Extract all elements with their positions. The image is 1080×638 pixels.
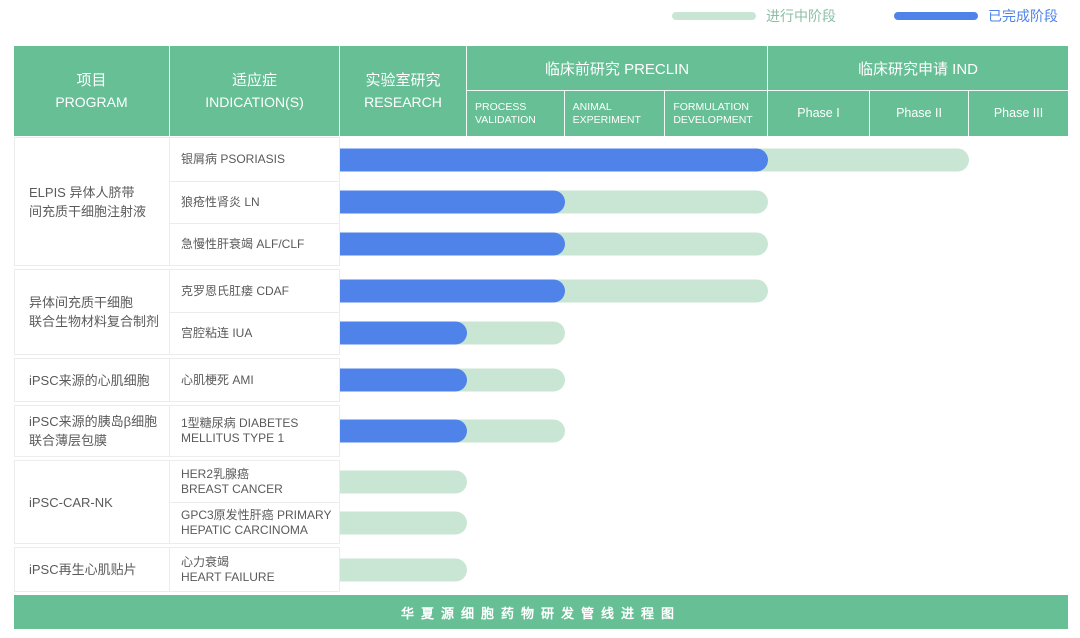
header-animal-experiment: ANIMAL EXPERIMENT — [565, 91, 666, 136]
bar-row — [340, 138, 1068, 181]
table-body: ELPIS 异体人脐带 间充质干细胞注射液 银屑病 PSORIASIS 狼疮性肾炎 … — [14, 137, 1068, 592]
group-left-box: iPSC再生心肌贴片 心力衰竭 HEART FAILURE — [14, 547, 340, 592]
indication-column: 心力衰竭 HEART FAILURE — [170, 548, 339, 591]
indication-column: 心肌梗死 AMI — [170, 359, 339, 401]
header-program-en: PROGRAM — [55, 94, 128, 110]
indication-cell: 宫腔粘连 IUA — [170, 312, 339, 354]
program-name: iPSC再生心肌贴片 — [29, 562, 137, 577]
bar-row — [340, 502, 1068, 543]
table-header: 项目 PROGRAM 适应症 INDICATION(S) 实验室研究 RESEA… — [14, 46, 1068, 136]
program-cell: iPSC再生心肌贴片 — [15, 548, 170, 591]
header-ind-subrow: Phase I Phase II Phase III — [768, 91, 1068, 136]
progress-bar-in-progress — [340, 511, 467, 534]
legend: 进行中阶段 已完成阶段 — [672, 6, 1058, 26]
indication-cell: GPC3原发性肝癌 PRIMARY HEPATIC CARCINOMA — [170, 502, 339, 543]
header-indication-cn: 适应症 — [231, 72, 277, 89]
bar-row — [340, 181, 1068, 223]
indication-cell: 银屑病 PSORIASIS — [181, 152, 286, 166]
progress-bar-completed — [340, 419, 467, 443]
group-left-box: 异体间充质干细胞 联合生物材料复合制剂 克罗恩氏肛瘘 CDAF 宫腔粘连 IUA — [14, 269, 340, 355]
header-research-en: RESEARCH — [364, 94, 442, 110]
chart-title-footer: 华夏源细胞药物研发管线进程图 — [14, 595, 1068, 629]
progress-bar-completed — [340, 148, 768, 171]
progress-bar-completed — [340, 321, 467, 345]
program-cell: iPSC来源的心肌细胞 — [15, 359, 170, 401]
bar-row — [340, 359, 1068, 401]
header-research: 实验室研究 RESEARCH — [340, 46, 467, 136]
pipeline-group: iPSC来源的心肌细胞 心肌梗死 AMI — [14, 358, 1068, 402]
bar-row — [340, 406, 1068, 456]
legend-label-completed: 已完成阶段 — [988, 8, 1058, 24]
in-progress-swatch-icon — [672, 12, 756, 20]
program-cell: iPSC-CAR-NK — [15, 461, 170, 543]
pipeline-group: ELPIS 异体人脐带 间充质干细胞注射液 银屑病 PSORIASIS 狼疮性肾炎 … — [14, 137, 1068, 266]
pipeline-group: iPSC来源的胰岛β细胞 联合薄层包膜 1型糖尿病 DIABETES MELLIT… — [14, 405, 1068, 457]
group-left-box: iPSC-CAR-NK HER2乳腺癌 BREAST CANCER GPC3原发性肝… — [14, 460, 340, 544]
bars-column — [340, 137, 1068, 266]
header-formulation-development: FORMULATION DEVELOPMENT — [673, 100, 753, 126]
program-name: iPSC来源的心肌细胞 — [29, 372, 150, 388]
header-preclin-label: 临床前研究 PRECLIN — [467, 46, 767, 91]
bars-column — [340, 460, 1068, 544]
bars-column — [340, 358, 1068, 402]
pipeline-group: 异体间充质干细胞 联合生物材料复合制剂 克罗恩氏肛瘘 CDAF 宫腔粘连 IUA — [14, 269, 1068, 355]
group-left-box: iPSC来源的心肌细胞 心肌梗死 AMI — [14, 358, 340, 402]
header-preclin-subrow: PROCESS VALIDATION ANIMAL EXPERIMENT FOR… — [467, 91, 767, 136]
indication-cell: 狼疮性肾炎 LN — [170, 181, 339, 223]
program-name: iPSC-CAR-NK — [29, 494, 113, 510]
header-ind-label: 临床研究申请 IND — [768, 46, 1068, 91]
bar-row — [340, 461, 1068, 502]
legend-item-completed: 已完成阶段 — [894, 6, 1058, 26]
header-indication: 适应症 INDICATION(S) — [170, 46, 340, 136]
program-cell: ELPIS 异体人脐带 间充质干细胞注射液 — [15, 138, 170, 265]
indication-column: 1型糖尿病 DIABETES MELLITUS TYPE 1 — [170, 406, 339, 456]
pipeline-table: 项目 PROGRAM 适应症 INDICATION(S) 实验室研究 RESEA… — [14, 46, 1068, 629]
progress-bar-completed — [340, 232, 565, 256]
progress-bar-completed — [340, 368, 467, 392]
bar-row — [340, 270, 1068, 312]
bars-column — [340, 405, 1068, 457]
group-left-box: ELPIS 异体人脐带 间充质干细胞注射液 银屑病 PSORIASIS 狼疮性肾炎 … — [14, 137, 340, 266]
program-cell: 异体间充质干细胞 联合生物材料复合制剂 — [15, 270, 170, 354]
header-research-cn: 实验室研究 — [365, 72, 441, 89]
indication-column: 克罗恩氏肛瘘 CDAF 宫腔粘连 IUA — [170, 270, 339, 354]
indication-cell: HER2乳腺癌 BREAST CANCER — [181, 466, 283, 496]
bar-row — [340, 312, 1068, 354]
progress-bar-in-progress — [340, 558, 467, 581]
progress-bar-completed — [340, 190, 565, 214]
pipeline-group: iPSC-CAR-NK HER2乳腺癌 BREAST CANCER GPC3原发性肝… — [14, 460, 1068, 544]
header-preclin-group: 临床前研究 PRECLIN PROCESS VALIDATION ANIMAL … — [467, 46, 768, 136]
bar-row — [340, 223, 1068, 265]
program-name: iPSC来源的胰岛β细胞 联合薄层包膜 — [29, 414, 158, 448]
indication-cell: 克罗恩氏肛瘘 CDAF — [181, 283, 290, 298]
program-name: ELPIS 异体人脐带 间充质干细胞注射液 — [29, 184, 147, 219]
header-phase-3: Phase III — [993, 106, 1044, 120]
header-indication-en: INDICATION(S) — [205, 94, 304, 110]
legend-label-in-progress: 进行中阶段 — [766, 8, 836, 24]
header-program-cn: 项目 — [76, 72, 107, 89]
header-phase-1: Phase I — [768, 91, 870, 136]
indication-cell: 心肌梗死 AMI — [181, 372, 254, 387]
bars-column — [340, 269, 1068, 355]
indication-column: 银屑病 PSORIASIS 狼疮性肾炎 LN 急慢性肝衰竭 ALF/CLF — [170, 138, 339, 265]
indication-column: HER2乳腺癌 BREAST CANCER GPC3原发性肝癌 PRIMARY H… — [170, 461, 339, 543]
group-left-box: iPSC来源的胰岛β细胞 联合薄层包膜 1型糖尿病 DIABETES MELLIT… — [14, 405, 340, 457]
bars-column — [340, 547, 1068, 592]
header-program: 项目 PROGRAM — [14, 46, 170, 136]
header-process-validation: PROCESS VALIDATION — [467, 91, 565, 136]
completed-swatch-icon — [894, 12, 978, 20]
program-cell: iPSC来源的胰岛β细胞 联合薄层包膜 — [15, 406, 170, 456]
indication-cell: 1型糖尿病 DIABETES MELLITUS TYPE 1 — [181, 416, 299, 445]
indication-cell: 心力衰竭 HEART FAILURE — [181, 554, 275, 584]
program-name: 异体间充质干细胞 联合生物材料复合制剂 — [29, 295, 160, 329]
progress-bar-in-progress — [340, 470, 467, 493]
pipeline-group: iPSC再生心肌贴片 心力衰竭 HEART FAILURE — [14, 547, 1068, 592]
progress-bar-completed — [340, 279, 565, 303]
header-ind-group: 临床研究申请 IND Phase I Phase II Phase III — [768, 46, 1068, 136]
header-phase-2: Phase II — [870, 91, 969, 136]
indication-cell: 急慢性肝衰竭 ALF/CLF — [170, 223, 339, 265]
bar-row — [340, 548, 1068, 591]
legend-item-in-progress: 进行中阶段 — [672, 6, 836, 26]
